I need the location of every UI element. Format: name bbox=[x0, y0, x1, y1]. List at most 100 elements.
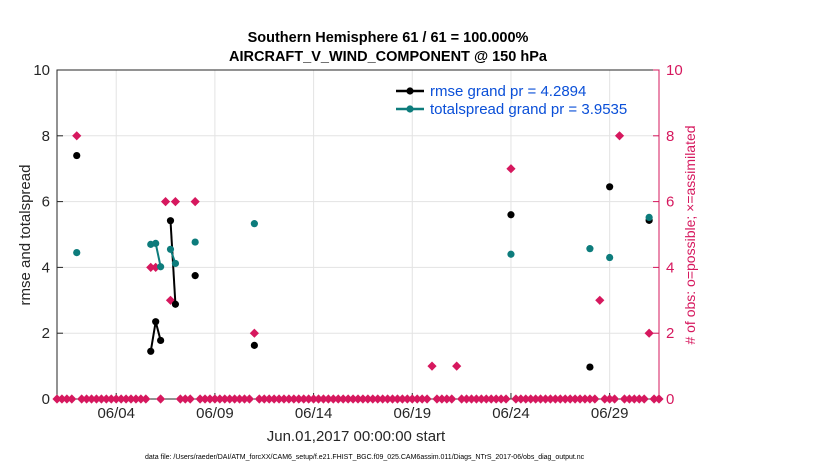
obs-count-marker bbox=[146, 262, 156, 272]
obs-count-marker bbox=[156, 394, 166, 404]
obs-count-marker bbox=[550, 394, 560, 404]
totalspread-point bbox=[171, 259, 180, 268]
obs-count-marker bbox=[457, 394, 467, 404]
obs-count-marker bbox=[284, 394, 294, 404]
rmse-point bbox=[166, 217, 175, 225]
y-tick-label: 0 bbox=[42, 391, 50, 408]
obs-count-marker bbox=[496, 394, 506, 404]
rmse-point bbox=[157, 336, 165, 345]
obs-count-marker bbox=[540, 394, 551, 404]
obs-count-marker bbox=[91, 394, 102, 404]
obs-count-marker bbox=[289, 394, 299, 404]
obs-count-marker bbox=[195, 394, 205, 404]
obs-count-marker bbox=[585, 394, 595, 404]
obs-count-marker bbox=[57, 394, 67, 404]
obs-count-marker bbox=[644, 328, 654, 338]
obs-count-marker bbox=[427, 361, 437, 371]
obs-count-marker bbox=[545, 394, 556, 404]
obs-count-marker bbox=[452, 361, 462, 371]
obs-count-marker bbox=[244, 394, 255, 404]
obs-count-marker bbox=[461, 394, 472, 404]
obs-count-marker bbox=[190, 197, 200, 207]
obs-count-marker bbox=[151, 262, 161, 272]
obs-count-marker bbox=[501, 394, 511, 404]
obs-count-marker bbox=[294, 394, 304, 404]
obs-count-marker bbox=[215, 394, 225, 404]
legend-marker-totalspread bbox=[406, 105, 414, 113]
rmse-point bbox=[152, 318, 160, 326]
obs-count-marker bbox=[476, 394, 486, 404]
obs-count-marker bbox=[595, 295, 605, 305]
totalspread-point bbox=[250, 220, 258, 228]
obs-count-marker bbox=[649, 394, 659, 404]
obs-count-marker bbox=[136, 394, 146, 404]
totalspread-point bbox=[73, 248, 81, 257]
obs-count-marker bbox=[590, 394, 600, 404]
obs-count-marker bbox=[67, 394, 77, 404]
obs-count-marker bbox=[397, 394, 408, 404]
obs-count-marker bbox=[575, 394, 585, 404]
obs-count-marker bbox=[269, 394, 279, 404]
obs-count-marker bbox=[624, 394, 634, 404]
obs-count-marker bbox=[343, 394, 353, 404]
obs-count-marker bbox=[175, 394, 185, 404]
rmse-point bbox=[171, 300, 180, 308]
chart-subtitle: AIRCRAFT_V_WIND_COMPONENT @ 150 hPa bbox=[229, 49, 548, 65]
obs-count-marker bbox=[82, 394, 92, 404]
obs-count-marker bbox=[249, 328, 259, 338]
legend-label-totalspread: totalspread grand pr = 3.9535 bbox=[430, 101, 627, 118]
y-tick-label: 8 bbox=[42, 128, 50, 145]
obs-count-marker bbox=[131, 394, 141, 404]
rmse-point bbox=[606, 183, 614, 191]
obs-count-marker bbox=[141, 394, 151, 404]
y-tick-label: 4 bbox=[42, 259, 50, 276]
obs-count-marker bbox=[279, 394, 289, 404]
obs-count-marker bbox=[101, 394, 111, 404]
obs-count-marker bbox=[304, 394, 314, 404]
totalspread-point bbox=[157, 263, 165, 271]
y-right-tick-label: 4 bbox=[666, 259, 674, 276]
obs-count-marker bbox=[205, 394, 215, 404]
obs-count-marker bbox=[422, 394, 432, 404]
obs-count-marker bbox=[353, 394, 363, 404]
obs-count-marker bbox=[506, 164, 516, 174]
obs-count-marker bbox=[234, 394, 245, 404]
obs-count-marker bbox=[239, 394, 250, 404]
obs-count-marker bbox=[373, 394, 383, 404]
x-tick-label: 06/14 bbox=[295, 405, 333, 422]
legend-marker-rmse bbox=[406, 87, 414, 95]
obs-count-marker bbox=[412, 394, 422, 404]
y-axis-label: rmse and totalspread bbox=[17, 165, 34, 306]
obs-count-marker bbox=[387, 394, 398, 404]
obs-count-marker bbox=[639, 394, 649, 404]
obs-count-marker bbox=[254, 394, 264, 404]
y-right-tick-label: 6 bbox=[666, 194, 674, 211]
obs-count-marker bbox=[535, 394, 546, 404]
rmse-point bbox=[250, 341, 258, 349]
obs-count-marker bbox=[600, 394, 610, 404]
obs-count-marker bbox=[52, 394, 62, 404]
y-right-tick-label: 2 bbox=[666, 325, 674, 342]
rmse-point bbox=[191, 272, 199, 280]
y-axis-left: 0 2 4 6 8 10 bbox=[33, 62, 63, 408]
obs-count-series bbox=[52, 131, 664, 404]
y-axis-right: 0 2 4 6 8 10 bbox=[653, 62, 683, 408]
obs-count-marker bbox=[210, 394, 220, 404]
obs-count-marker bbox=[160, 197, 171, 207]
legend-label-rmse: rmse grand pr = 4.2894 bbox=[430, 83, 586, 100]
y-tick-label: 2 bbox=[42, 325, 50, 342]
obs-count-marker bbox=[555, 394, 565, 404]
obs-count-marker bbox=[348, 394, 358, 404]
totalspread-point bbox=[645, 213, 653, 221]
obs-count-marker bbox=[580, 394, 590, 404]
obs-count-marker bbox=[516, 394, 526, 404]
obs-count-marker bbox=[170, 197, 181, 207]
x-tick-label: 06/19 bbox=[394, 405, 432, 422]
obs-count-marker bbox=[368, 394, 378, 404]
obs-count-marker bbox=[614, 131, 625, 141]
legend: rmse grand pr = 4.2894 totalspread grand… bbox=[396, 83, 627, 118]
obs-count-marker bbox=[72, 131, 82, 141]
footer-data-file: data file: /Users/raeder/DAI/ATM_forcXX/… bbox=[145, 454, 585, 461]
